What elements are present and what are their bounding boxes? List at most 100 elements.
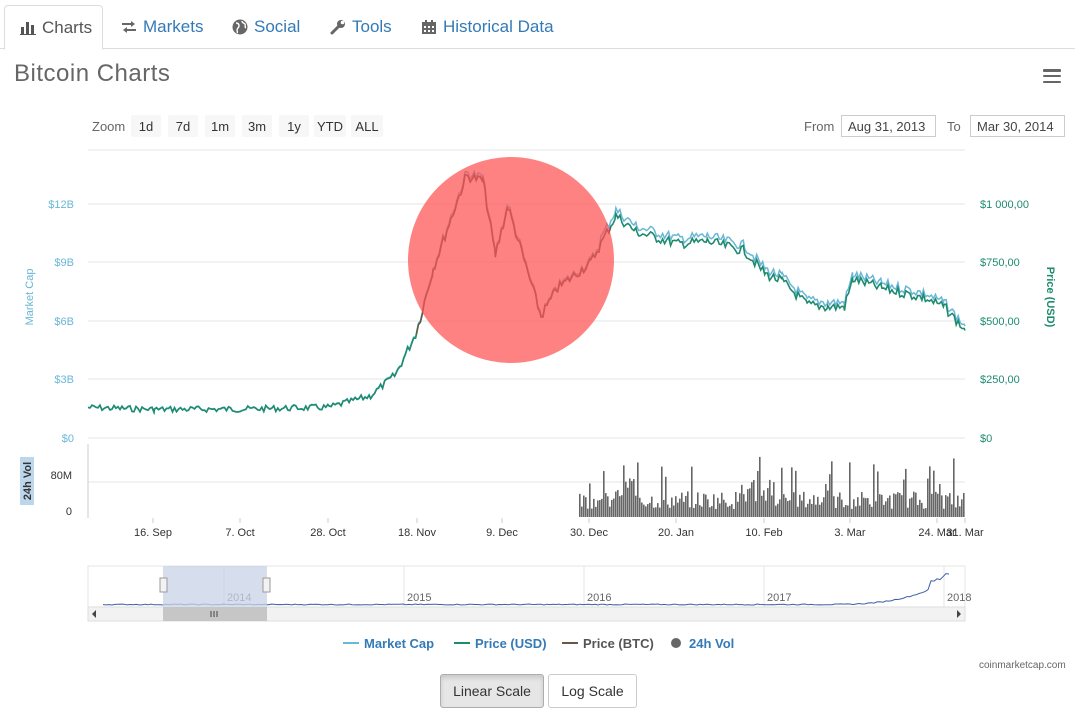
volume-bar xyxy=(697,492,699,517)
volume-bar xyxy=(891,508,893,517)
volume-bar xyxy=(931,493,933,517)
legend-item-24h-vol[interactable]: 24h Vol xyxy=(671,636,734,651)
volume-bar xyxy=(925,508,927,517)
chart-menu-icon[interactable] xyxy=(1043,69,1061,83)
zoom-7d-button[interactable]: 7d xyxy=(168,115,198,137)
volume-bar xyxy=(785,497,787,517)
volume-bar xyxy=(939,484,941,517)
volume-bar xyxy=(919,499,921,517)
navigator-left-handle[interactable] xyxy=(159,577,168,593)
volume-bar xyxy=(643,504,645,517)
volume-bar xyxy=(825,484,827,517)
volume-bar xyxy=(607,496,609,517)
to-date-input[interactable]: Mar 30, 2014 xyxy=(970,115,1065,137)
volume-bar xyxy=(727,506,729,517)
x-tick-label: 9. Dec xyxy=(486,527,518,539)
volume-bar xyxy=(699,505,701,517)
volume-bar xyxy=(633,479,635,517)
x-tick-label: 10. Feb xyxy=(745,527,782,539)
volume-bar xyxy=(737,501,739,517)
market-cap-series-line xyxy=(87,169,966,415)
legend-item-price-btc[interactable]: Price (BTC) xyxy=(562,636,654,651)
navigator-right-handle[interactable] xyxy=(262,577,271,593)
volume-bar xyxy=(901,495,903,517)
tab-charts[interactable]: Charts xyxy=(4,5,103,50)
volume-bar xyxy=(895,494,897,517)
zoom-ytd-button[interactable]: YTD xyxy=(314,115,346,137)
scroll-right-icon[interactable] xyxy=(957,610,961,618)
log-scale-button[interactable]: Log Scale xyxy=(548,674,637,708)
volume-bar xyxy=(691,466,693,517)
volume-bar xyxy=(941,495,943,517)
legend: Market Cap Price (USD) Price (BTC) 24h V… xyxy=(343,636,734,651)
x-tick-label: 7. Oct xyxy=(225,527,254,539)
volume-bar xyxy=(827,490,829,517)
volume-bar xyxy=(603,471,605,517)
volume-bar xyxy=(879,494,881,517)
volume-bar xyxy=(927,478,929,517)
volume-bar xyxy=(669,507,671,517)
volume-axis-label: 24h Vol xyxy=(22,462,34,500)
x-tick-label: 3. Mar xyxy=(834,527,866,539)
volume-bar xyxy=(929,466,931,517)
calendar-icon xyxy=(422,20,436,34)
volume-bar xyxy=(903,479,905,517)
volume-bar xyxy=(765,500,767,517)
volume-bar xyxy=(871,506,873,517)
volume-bar xyxy=(617,490,619,517)
linear-scale-button[interactable]: Linear Scale xyxy=(440,674,544,708)
exchange-arrows-icon xyxy=(122,21,136,33)
volume-bar xyxy=(809,499,811,517)
volume-bar xyxy=(769,479,771,517)
volume-bar xyxy=(657,503,659,517)
navigator-scrollbar-track[interactable] xyxy=(87,606,966,622)
zoom-1d-button[interactable]: 1d xyxy=(131,115,161,137)
zoom-1y-button[interactable]: 1y xyxy=(279,115,309,137)
volume-bar xyxy=(819,504,821,517)
volume-bar xyxy=(649,502,651,517)
volume-bar xyxy=(935,491,937,517)
zoom-3m-button[interactable]: 3m xyxy=(242,115,272,137)
volume-bar xyxy=(711,506,713,517)
volume-bar xyxy=(833,496,835,517)
volume-bar xyxy=(755,501,757,517)
volume-bar xyxy=(867,498,869,517)
zoom-all-button[interactable]: ALL xyxy=(351,115,383,137)
volume-bar xyxy=(843,507,845,517)
credit-link[interactable]: coinmarketcap.com xyxy=(979,660,1066,671)
tab-historical-data[interactable]: Historical Data xyxy=(421,5,554,49)
volume-bar xyxy=(961,499,963,517)
legend-item-market-cap[interactable]: Market Cap xyxy=(343,636,434,651)
volume-bar xyxy=(689,507,691,517)
volume-bar xyxy=(733,508,735,517)
volume-bar xyxy=(703,493,705,517)
volume-bar xyxy=(863,497,865,517)
volume-bar xyxy=(587,508,589,517)
volume-bar xyxy=(675,496,677,517)
volume-bar xyxy=(665,476,667,517)
tab-tools[interactable]: Tools xyxy=(330,5,392,49)
volume-bar xyxy=(913,491,915,517)
volume-bar xyxy=(811,503,813,517)
navigator-year-label: 2018 xyxy=(947,592,971,604)
volume-bar xyxy=(781,467,783,517)
legend-item-price-usd[interactable]: Price (USD) xyxy=(454,636,547,651)
legend-label-price-btc: Price (BTC) xyxy=(583,636,654,651)
volume-bar xyxy=(847,505,849,517)
navigator-scrollbar-thumb[interactable] xyxy=(163,607,267,621)
chart-gridlines xyxy=(87,149,965,518)
volume-tick-0: 0 xyxy=(66,506,72,518)
from-date-input[interactable]: Aug 31, 2013 xyxy=(841,115,936,137)
volume-bar xyxy=(831,461,833,517)
price-axis-ticks: $0 $250,00 $500,00 $750,00 $1 000,00 xyxy=(980,199,1029,445)
tab-social[interactable]: Social xyxy=(232,5,300,49)
tab-markets[interactable]: Markets xyxy=(121,5,203,49)
price-usd-axis-label: Price (USD) xyxy=(1044,267,1056,328)
volume-bar xyxy=(945,495,947,517)
zoom-1m-button[interactable]: 1m xyxy=(205,115,235,137)
wrench-icon xyxy=(330,20,345,35)
scroll-left-icon[interactable] xyxy=(92,610,96,618)
volume-bar xyxy=(861,492,863,517)
volume-bar xyxy=(921,502,923,517)
tab-bar: Charts Markets Social Tools Historical D… xyxy=(0,0,1075,50)
